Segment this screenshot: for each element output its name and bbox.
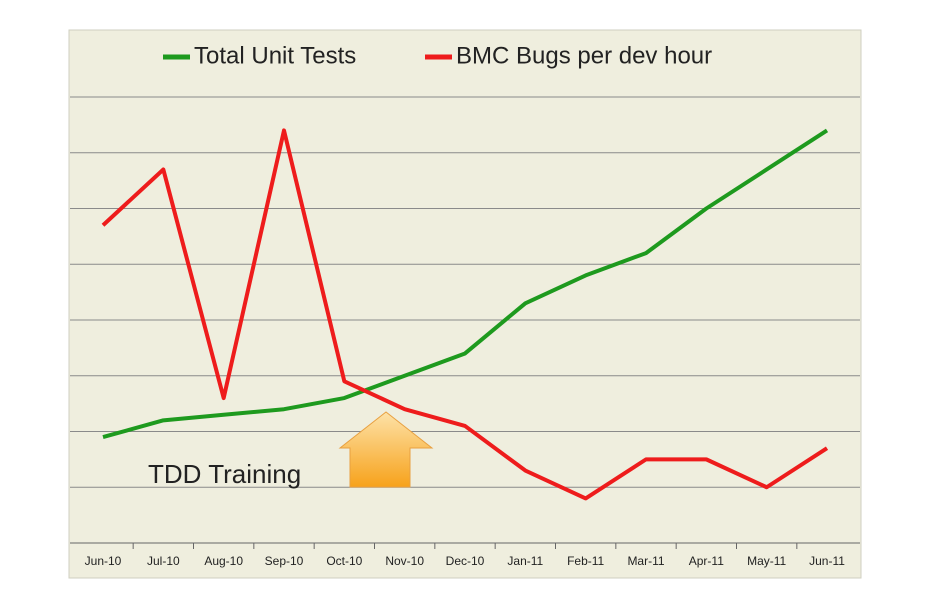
x-tick-label: Jan-11 <box>507 554 543 568</box>
arrow <box>338 411 434 488</box>
x-tick-label: Apr-11 <box>689 554 724 568</box>
series-line <box>101 128 829 501</box>
series-line <box>102 128 829 440</box>
x-tick-label: Mar-11 <box>627 554 664 568</box>
x-tick-label: May-11 <box>747 554 786 568</box>
annotation: TDD Training <box>148 459 301 489</box>
x-tick-label: Jul-10 <box>147 554 180 568</box>
x-tick-label: Feb-11 <box>567 554 604 568</box>
legend-label: BMC Bugs per dev hour <box>456 42 712 69</box>
x-tick-label: Aug-10 <box>204 554 243 568</box>
x-tick-label: Oct-10 <box>326 554 362 568</box>
x-tick-label: Nov-10 <box>385 554 424 568</box>
x-tick-label: Jun-10 <box>85 554 122 568</box>
x-tick-label: Dec-10 <box>446 554 485 568</box>
x-tick-label: Sep-10 <box>265 554 304 568</box>
legend-label: Total Unit Tests <box>194 42 356 69</box>
x-tick-label: Jun-11 <box>809 554 845 568</box>
plot-background <box>68 29 862 579</box>
